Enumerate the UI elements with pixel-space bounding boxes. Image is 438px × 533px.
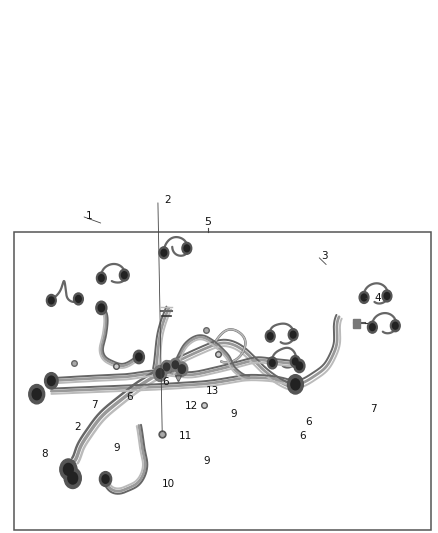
Circle shape <box>287 375 304 394</box>
Text: 11: 11 <box>179 431 192 441</box>
Circle shape <box>170 358 180 371</box>
Text: 2: 2 <box>74 422 81 432</box>
Text: 2: 2 <box>164 195 171 205</box>
Circle shape <box>182 243 192 254</box>
Circle shape <box>76 295 81 302</box>
Circle shape <box>136 353 142 361</box>
Circle shape <box>268 357 277 369</box>
Text: 6: 6 <box>127 392 133 402</box>
Text: 8: 8 <box>41 449 47 459</box>
Circle shape <box>293 358 298 365</box>
Circle shape <box>384 293 390 300</box>
Circle shape <box>265 330 275 342</box>
Circle shape <box>161 249 167 256</box>
Circle shape <box>176 362 188 376</box>
Circle shape <box>47 376 55 385</box>
Circle shape <box>102 475 109 483</box>
Circle shape <box>99 472 112 487</box>
Text: 9: 9 <box>204 456 210 466</box>
Text: 9: 9 <box>114 443 120 453</box>
Circle shape <box>370 324 375 330</box>
Circle shape <box>294 359 305 373</box>
Circle shape <box>269 360 275 366</box>
Circle shape <box>161 360 172 373</box>
Circle shape <box>296 362 303 370</box>
Circle shape <box>288 329 298 341</box>
Circle shape <box>390 320 400 332</box>
Text: 6: 6 <box>300 431 306 441</box>
Circle shape <box>32 389 41 400</box>
Circle shape <box>121 272 127 279</box>
Circle shape <box>178 365 185 374</box>
Circle shape <box>367 321 377 333</box>
Circle shape <box>64 463 73 475</box>
Circle shape <box>156 369 164 378</box>
Circle shape <box>49 297 54 304</box>
Circle shape <box>74 293 83 305</box>
Text: 13: 13 <box>205 386 219 396</box>
Text: 10: 10 <box>162 479 175 489</box>
Circle shape <box>361 294 367 301</box>
Circle shape <box>382 290 392 302</box>
Circle shape <box>392 322 398 329</box>
Text: 6: 6 <box>162 377 169 387</box>
Circle shape <box>29 384 45 404</box>
Circle shape <box>45 373 58 389</box>
Circle shape <box>172 361 178 368</box>
Text: 9: 9 <box>231 408 237 418</box>
FancyBboxPatch shape <box>14 232 431 530</box>
Text: 4: 4 <box>374 293 381 303</box>
Text: 5: 5 <box>205 216 212 227</box>
Circle shape <box>96 272 106 284</box>
Text: 7: 7 <box>91 400 98 410</box>
Circle shape <box>64 467 81 489</box>
Circle shape <box>159 247 169 259</box>
Text: 3: 3 <box>321 251 328 261</box>
Circle shape <box>60 459 77 480</box>
Circle shape <box>46 294 56 306</box>
Circle shape <box>68 472 78 484</box>
Circle shape <box>163 363 170 371</box>
Circle shape <box>290 356 300 367</box>
Circle shape <box>153 366 166 382</box>
Bar <box>353 319 360 328</box>
Circle shape <box>290 331 296 338</box>
Circle shape <box>98 304 105 312</box>
Text: 12: 12 <box>185 401 198 411</box>
Text: 7: 7 <box>370 404 377 414</box>
Circle shape <box>134 350 145 364</box>
Circle shape <box>268 333 273 340</box>
Circle shape <box>96 301 107 314</box>
Text: 1: 1 <box>86 211 92 221</box>
Circle shape <box>291 379 300 390</box>
Text: 6: 6 <box>306 417 312 427</box>
Circle shape <box>99 274 104 281</box>
Circle shape <box>120 269 129 281</box>
Circle shape <box>359 292 369 303</box>
Circle shape <box>184 245 190 252</box>
